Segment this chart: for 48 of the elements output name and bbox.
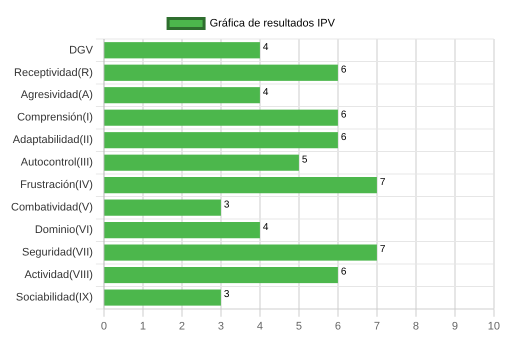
data-label: 7 xyxy=(380,244,386,256)
x-tick-label: 1 xyxy=(140,320,146,332)
y-tick-label: Actividad(VIII) xyxy=(24,269,93,282)
bar xyxy=(104,87,260,104)
y-tick-label: Agresividad(A) xyxy=(20,89,93,102)
bar xyxy=(104,42,260,58)
y-tick-label: Adaptabilidad(II) xyxy=(12,134,93,146)
y-tick-label: Dominio(VI) xyxy=(34,224,93,236)
data-label: 3 xyxy=(224,289,230,300)
data-label: 4 xyxy=(262,86,269,98)
bar xyxy=(104,154,299,171)
legend-label: Gráfica de resultados IPV xyxy=(210,18,336,30)
data-label: 6 xyxy=(340,64,347,76)
bar xyxy=(104,132,338,148)
y-tick-label: Sociabilidad(IX) xyxy=(16,292,93,304)
y-tick-label: Comprensión(I) xyxy=(17,112,93,124)
x-tick-label: 8 xyxy=(412,320,419,332)
x-tick-label: 5 xyxy=(296,320,302,332)
x-tick-label: 7 xyxy=(374,320,380,332)
x-tick-label: 4 xyxy=(256,320,263,332)
x-tick-label: 0 xyxy=(100,320,107,332)
data-label: 4 xyxy=(262,42,269,53)
x-tick-label: 9 xyxy=(452,320,458,332)
bar xyxy=(104,110,338,126)
data-label: 6 xyxy=(340,132,347,143)
data-label: 6 xyxy=(340,109,347,120)
y-tick-label: Autocontrol(III) xyxy=(20,156,93,169)
bar xyxy=(104,289,221,306)
data-label: 7 xyxy=(380,176,386,188)
x-tick-label: 2 xyxy=(178,320,185,332)
bar xyxy=(104,222,260,238)
y-tick-label: Combatividad(V) xyxy=(11,202,93,214)
y-tick-label: Seguridad(VII) xyxy=(22,246,93,259)
x-tick-label: 3 xyxy=(218,320,224,332)
data-label: 6 xyxy=(340,266,347,278)
x-tick-label: 10 xyxy=(488,320,500,332)
bar xyxy=(104,244,377,261)
y-tick-label: Receptividad(R) xyxy=(14,66,93,79)
bar xyxy=(104,177,377,194)
bar xyxy=(104,64,338,81)
x-tick-label: 6 xyxy=(334,320,341,332)
bar xyxy=(104,266,338,284)
bar xyxy=(104,200,221,216)
data-label: 5 xyxy=(302,154,308,166)
y-tick-label: DGV xyxy=(69,44,94,56)
data-label: 4 xyxy=(262,222,269,233)
y-tick-label: Frustración(IV) xyxy=(20,179,93,192)
data-label: 3 xyxy=(224,199,230,210)
